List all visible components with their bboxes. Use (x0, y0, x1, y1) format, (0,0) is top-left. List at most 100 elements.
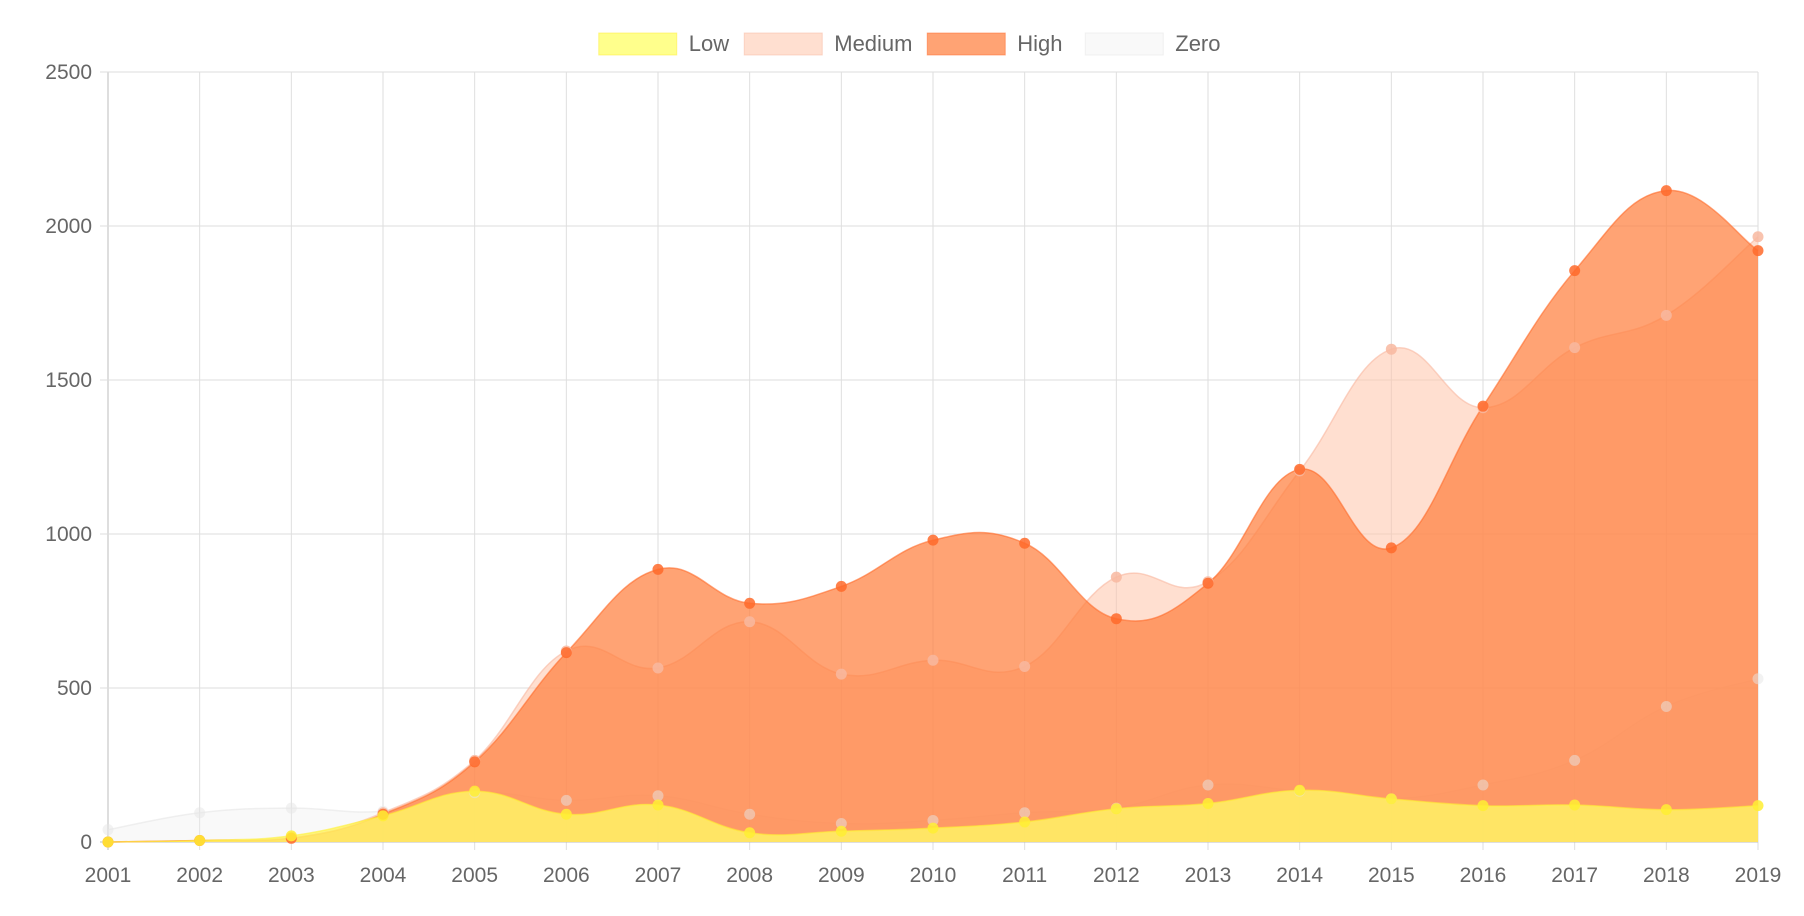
point-low[interactable] (1110, 803, 1122, 815)
point-low[interactable] (927, 822, 939, 834)
point-medium[interactable] (927, 654, 939, 666)
point-medium[interactable] (1110, 571, 1122, 583)
point-high[interactable] (1660, 185, 1672, 197)
point-high[interactable] (835, 580, 847, 592)
x-tick-label: 2007 (635, 864, 682, 887)
point-zero[interactable] (744, 808, 756, 820)
point-low[interactable] (1569, 799, 1581, 811)
point-zero[interactable] (1477, 779, 1489, 791)
point-high[interactable] (1477, 400, 1489, 412)
point-zero[interactable] (1202, 779, 1214, 791)
legend-label-medium: Medium (834, 31, 912, 56)
point-medium[interactable] (744, 616, 756, 628)
x-tick-label: 2013 (1185, 864, 1232, 887)
point-low[interactable] (1752, 800, 1764, 812)
y-tick-label: 2500 (45, 61, 92, 84)
y-tick-label: 1500 (45, 369, 92, 392)
series-areas (107, 189, 1759, 843)
point-zero[interactable] (652, 790, 664, 802)
point-medium[interactable] (1019, 660, 1031, 672)
x-tick-label: 2006 (543, 864, 590, 887)
point-medium[interactable] (1385, 343, 1397, 355)
point-high[interactable] (652, 563, 664, 575)
point-high[interactable] (927, 534, 939, 546)
legend: Low Medium High Zero (598, 31, 1221, 56)
point-medium[interactable] (1752, 231, 1764, 243)
point-low[interactable] (1385, 793, 1397, 805)
point-low[interactable] (1660, 804, 1672, 816)
y-tick-label: 500 (57, 677, 92, 700)
point-high[interactable] (744, 597, 756, 609)
point-low[interactable] (835, 825, 847, 837)
point-low[interactable] (560, 808, 572, 820)
legend-label-zero: Zero (1175, 31, 1220, 56)
point-high[interactable] (1110, 613, 1122, 625)
point-high[interactable] (1294, 463, 1306, 475)
point-low[interactable] (744, 827, 756, 839)
point-zero[interactable] (560, 794, 572, 806)
point-low[interactable] (652, 799, 664, 811)
x-tick-label: 2010 (910, 864, 957, 887)
point-low[interactable] (1202, 798, 1214, 809)
x-tick-label: 2001 (85, 864, 132, 887)
line-high (107, 189, 1759, 843)
point-zero[interactable] (1019, 807, 1031, 819)
point-medium[interactable] (1569, 342, 1581, 354)
legend-item-high[interactable]: High (926, 31, 1063, 56)
point-high[interactable] (1752, 245, 1764, 257)
point-low[interactable] (377, 810, 389, 822)
area-low (108, 790, 1758, 842)
area-high (108, 190, 1758, 843)
point-zero[interactable] (927, 814, 939, 826)
point-zero[interactable] (285, 802, 297, 814)
y-tick-label: 1000 (45, 523, 92, 546)
x-tick-label: 2012 (1093, 864, 1140, 887)
y-tick-label: 2000 (45, 215, 92, 238)
point-low[interactable] (1019, 816, 1031, 828)
legend-item-zero[interactable]: Zero (1084, 31, 1221, 56)
point-high[interactable] (469, 756, 481, 768)
legend-item-low[interactable]: Low (598, 31, 729, 56)
x-tick-label: 2016 (1460, 864, 1507, 887)
x-tick-label: 2003 (268, 864, 315, 887)
point-high[interactable] (1569, 265, 1581, 277)
x-tick-label: 2004 (360, 864, 407, 887)
point-zero[interactable] (194, 807, 206, 819)
x-tick-label: 2017 (1551, 864, 1598, 887)
legend-swatch-low (598, 32, 678, 56)
point-low[interactable] (102, 836, 114, 848)
point-low[interactable] (285, 830, 297, 842)
point-high[interactable] (1385, 542, 1397, 554)
legend-label-low: Low (689, 31, 729, 56)
point-zero[interactable] (102, 824, 114, 836)
point-low[interactable] (194, 834, 206, 846)
legend-swatch-medium (743, 32, 823, 56)
point-medium[interactable] (652, 662, 664, 674)
point-low[interactable] (1477, 800, 1489, 812)
point-low[interactable] (469, 785, 481, 797)
x-tick-label: 2002 (176, 864, 223, 887)
point-high[interactable] (1019, 537, 1031, 549)
legend-item-medium[interactable]: Medium (743, 31, 913, 56)
legend-label-high: High (1017, 31, 1062, 56)
x-tick-label: 2015 (1368, 864, 1415, 887)
x-tick-label: 2008 (726, 864, 773, 887)
y-tick-label: 0 (80, 831, 92, 854)
point-low[interactable] (1294, 784, 1306, 796)
point-zero[interactable] (835, 818, 847, 830)
point-high[interactable] (1202, 577, 1214, 589)
point-zero[interactable] (1660, 700, 1672, 712)
point-medium[interactable] (835, 668, 847, 680)
point-zero[interactable] (1752, 673, 1764, 685)
series-points (102, 185, 1764, 848)
point-zero[interactable] (1569, 754, 1581, 766)
x-tick-label: 2019 (1735, 864, 1782, 887)
legend-swatch-high (926, 32, 1006, 56)
axes: 2001 2002 2003 2004 2005 2006 2007 2008 2009 2010… (45, 61, 1781, 887)
point-high[interactable] (560, 647, 572, 659)
point-medium[interactable] (1660, 309, 1672, 321)
x-tick-label: 2011 (1002, 864, 1047, 887)
x-tick-label: 2005 (451, 864, 498, 887)
legend-swatch-zero (1084, 32, 1164, 56)
